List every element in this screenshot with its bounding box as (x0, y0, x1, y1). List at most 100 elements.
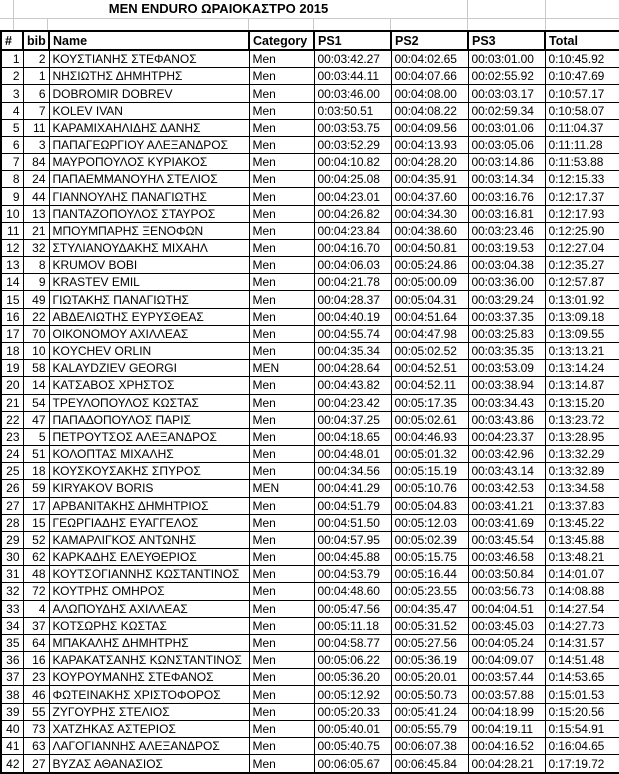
ps1-cell[interactable]: 00:04:55.74 (313, 324, 392, 344)
bib-cell[interactable]: 11 (22, 118, 50, 137)
bib-cell[interactable]: 8 (22, 256, 50, 275)
total-cell[interactable]: 0:13:14.24 (544, 359, 619, 378)
total-cell[interactable]: 0:10:47.69 (544, 67, 619, 86)
total-cell[interactable]: 0:12:17.37 (544, 187, 619, 206)
ps3-cell[interactable]: 00:04:09.07 (467, 651, 546, 670)
ps1-cell[interactable]: 00:03:53.75 (313, 118, 392, 137)
bib-cell[interactable]: 4 (22, 599, 50, 618)
total-cell[interactable]: 0:10:58.07 (544, 101, 619, 120)
ps2-cell[interactable]: 00:04:51.64 (390, 307, 469, 326)
category-cell[interactable]: Men (248, 702, 315, 721)
ps3-cell[interactable]: 00:03:19.53 (467, 238, 546, 258)
total-cell[interactable]: 0:12:15.33 (544, 170, 619, 189)
ps2-cell[interactable]: 00:05:15.75 (390, 548, 469, 567)
ps3-cell[interactable]: 00:03:34.43 (467, 393, 546, 412)
rank-cell[interactable]: 8 (0, 170, 24, 189)
name-cell[interactable]: ΜΠΟΥΜΠΑΡΗΣ ΞΕΝΟΦΩΝ (48, 221, 250, 240)
bib-cell[interactable]: 47 (22, 410, 50, 429)
col-header-ps2[interactable]: PS2 (390, 30, 469, 51)
rank-cell[interactable]: 31 (0, 565, 24, 584)
ps1-cell[interactable]: 00:04:23.84 (313, 221, 392, 240)
ps1-cell[interactable]: 00:04:53.79 (313, 565, 392, 584)
ps3-cell[interactable]: 00:04:18.99 (467, 702, 546, 721)
bib-cell[interactable]: 5 (22, 427, 50, 447)
rank-cell[interactable]: 33 (0, 599, 24, 618)
col-header-ps1[interactable]: PS1 (313, 30, 392, 51)
category-cell[interactable]: Men (248, 668, 315, 687)
rank-cell[interactable]: 30 (0, 548, 24, 567)
total-cell[interactable]: 0:14:27.54 (544, 599, 619, 618)
bib-cell[interactable]: 14 (22, 376, 50, 395)
ps2-cell[interactable]: 00:05:41.24 (390, 702, 469, 721)
ps3-cell[interactable]: 00:03:43.14 (467, 462, 546, 481)
ps3-cell[interactable]: 00:02:55.92 (467, 67, 546, 86)
name-cell[interactable]: KALAYDZIEV GEORGI (48, 359, 250, 378)
ps3-cell[interactable]: 00:04:04.51 (467, 599, 546, 618)
total-cell[interactable]: 0:16:04.65 (544, 736, 619, 756)
name-cell[interactable]: KIRYAKOV BORIS (48, 479, 250, 498)
total-cell[interactable]: 0:13:09.55 (544, 324, 619, 344)
total-cell[interactable]: 0:13:23.72 (544, 410, 619, 429)
name-cell[interactable]: ΓΙΩΤΑΚΗΣ ΠΑΝΑΓΙΩΤΗΣ (48, 290, 250, 309)
ps2-cell[interactable]: 00:05:15.19 (390, 462, 469, 481)
ps2-cell[interactable]: 00:04:38.60 (390, 221, 469, 240)
bib-cell[interactable]: 84 (22, 153, 50, 172)
category-cell[interactable]: Men (248, 736, 315, 756)
bib-cell[interactable]: 1 (22, 67, 50, 86)
name-cell[interactable]: KRUMOV BOBI (48, 256, 250, 275)
ps3-cell[interactable]: 00:03:56.73 (467, 582, 546, 601)
name-cell[interactable]: ΓΙΑΝΝΟΥΛΗΣ ΠΑΝΑΓΙΩΤΗΣ (48, 187, 250, 206)
ps2-cell[interactable]: 00:05:24.86 (390, 256, 469, 275)
name-cell[interactable]: ΜΠΑΚΑΛΗΣ ΔΗΜΗΤΡΗΣ (48, 633, 250, 653)
total-cell[interactable]: 0:12:17.93 (544, 204, 619, 223)
ps1-cell[interactable]: 00:04:43.82 (313, 376, 392, 395)
name-cell[interactable]: ΚΑΡΑΚΑΤΣΑΝΗΣ ΚΩΝΣΤΑΝΤΙΝΟΣ (48, 651, 250, 670)
ps2-cell[interactable]: 00:05:16.44 (390, 565, 469, 584)
category-cell[interactable]: Men (248, 341, 315, 361)
bib-cell[interactable]: 17 (22, 496, 50, 515)
ps1-cell[interactable]: 00:04:26.82 (313, 204, 392, 223)
bib-cell[interactable]: 21 (22, 221, 50, 240)
ps3-cell[interactable]: 00:03:14.34 (467, 170, 546, 189)
ps2-cell[interactable]: 00:05:12.03 (390, 513, 469, 532)
rank-cell[interactable]: 38 (0, 685, 24, 704)
category-cell[interactable]: Men (248, 633, 315, 653)
ps1-cell[interactable]: 00:04:48.01 (313, 445, 392, 464)
ps1-cell[interactable]: 00:05:12.92 (313, 685, 392, 704)
category-cell[interactable]: Men (248, 170, 315, 189)
ps1-cell[interactable]: 00:04:06.03 (313, 256, 392, 275)
bib-cell[interactable]: 52 (22, 530, 50, 550)
ps2-cell[interactable]: 00:04:02.65 (390, 49, 469, 69)
ps2-cell[interactable]: 00:04:34.30 (390, 204, 469, 223)
ps2-cell[interactable]: 00:04:52.11 (390, 376, 469, 395)
ps3-cell[interactable]: 00:03:23.46 (467, 221, 546, 240)
total-cell[interactable]: 0:13:14.87 (544, 376, 619, 395)
rank-cell[interactable]: 36 (0, 651, 24, 670)
total-cell[interactable]: 0:13:37.83 (544, 496, 619, 515)
ps3-cell[interactable]: 00:03:45.03 (467, 616, 546, 635)
total-cell[interactable]: 0:15:54.91 (544, 719, 619, 738)
category-cell[interactable]: Men (248, 651, 315, 670)
bib-cell[interactable]: 63 (22, 736, 50, 756)
total-cell[interactable]: 0:13:45.88 (544, 530, 619, 550)
total-cell[interactable]: 0:14:27.73 (544, 616, 619, 635)
ps2-cell[interactable]: 00:05:10.76 (390, 479, 469, 498)
rank-cell[interactable]: 20 (0, 376, 24, 395)
ps2-cell[interactable]: 00:05:04.31 (390, 290, 469, 309)
ps2-cell[interactable]: 00:04:08.22 (390, 101, 469, 120)
rank-cell[interactable]: 32 (0, 582, 24, 601)
bib-cell[interactable]: 23 (22, 668, 50, 687)
ps3-cell[interactable]: 00:03:42.96 (467, 445, 546, 464)
ps3-cell[interactable]: 00:03:05.06 (467, 135, 546, 155)
total-cell[interactable]: 0:15:20.56 (544, 702, 619, 721)
ps2-cell[interactable]: 00:05:31.52 (390, 616, 469, 635)
ps3-cell[interactable]: 00:03:45.54 (467, 530, 546, 550)
category-cell[interactable]: Men (248, 290, 315, 309)
ps2-cell[interactable]: 00:05:27.56 (390, 633, 469, 653)
ps3-cell[interactable]: 00:03:37.35 (467, 307, 546, 326)
name-cell[interactable]: ΚΑΡΚΑΔΗΣ ΕΛΕΥΘΕΡΙΟΣ (48, 548, 250, 567)
rank-cell[interactable]: 25 (0, 462, 24, 481)
name-cell[interactable]: ΠΑΠΑΕΜΜΑΝΟΥΗΛ ΣΤΕΛΙΟΣ (48, 170, 250, 189)
ps3-cell[interactable]: 00:03:14.86 (467, 153, 546, 172)
total-cell[interactable]: 0:11:11.28 (544, 135, 619, 155)
